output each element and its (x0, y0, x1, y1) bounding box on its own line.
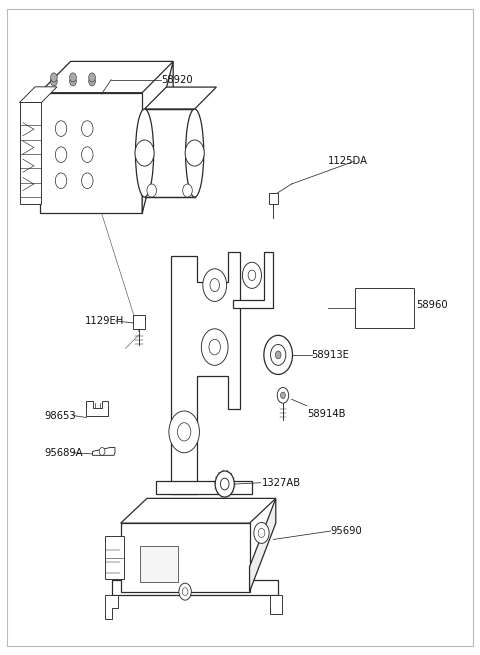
Circle shape (203, 269, 227, 301)
Text: 58920: 58920 (161, 75, 193, 84)
Text: 95689A: 95689A (44, 448, 83, 458)
Circle shape (82, 173, 93, 189)
Circle shape (185, 140, 204, 166)
Circle shape (135, 140, 154, 166)
Bar (133, 315, 144, 329)
Circle shape (182, 588, 188, 595)
Circle shape (276, 351, 281, 359)
Polygon shape (20, 87, 57, 102)
Circle shape (89, 73, 96, 82)
Circle shape (55, 147, 67, 162)
Polygon shape (270, 595, 282, 614)
Circle shape (147, 184, 156, 197)
Circle shape (254, 523, 269, 544)
Circle shape (209, 339, 220, 355)
Bar (20, 102, 41, 204)
Polygon shape (156, 481, 252, 494)
Circle shape (248, 270, 256, 280)
Circle shape (89, 77, 96, 86)
Polygon shape (142, 62, 173, 214)
Polygon shape (120, 498, 276, 523)
Polygon shape (233, 252, 274, 308)
Text: 1129EH: 1129EH (85, 316, 124, 326)
Circle shape (220, 478, 229, 490)
Text: 58960: 58960 (417, 300, 448, 310)
Polygon shape (112, 580, 278, 595)
Circle shape (169, 411, 199, 453)
Text: 1327AB: 1327AB (262, 477, 300, 488)
Polygon shape (250, 498, 276, 591)
Polygon shape (93, 447, 115, 455)
Ellipse shape (186, 109, 204, 197)
Circle shape (210, 278, 219, 291)
Circle shape (55, 121, 67, 136)
Circle shape (215, 471, 234, 497)
Bar (106, 536, 123, 578)
Circle shape (201, 329, 228, 365)
Circle shape (271, 345, 286, 365)
Circle shape (258, 529, 265, 538)
Circle shape (55, 173, 67, 189)
Polygon shape (39, 62, 173, 93)
Bar (355, 288, 414, 328)
Text: 58914B: 58914B (307, 409, 345, 419)
Circle shape (70, 77, 76, 86)
Bar (140, 546, 178, 582)
Circle shape (82, 121, 93, 136)
Circle shape (178, 422, 191, 441)
Circle shape (82, 147, 93, 162)
Polygon shape (171, 252, 240, 494)
Circle shape (50, 77, 57, 86)
Circle shape (277, 388, 288, 403)
Polygon shape (86, 402, 108, 415)
Ellipse shape (135, 109, 154, 197)
Circle shape (281, 392, 285, 399)
Circle shape (99, 447, 105, 455)
Circle shape (264, 335, 292, 375)
Polygon shape (106, 595, 118, 619)
Text: 58913E: 58913E (312, 350, 349, 360)
Circle shape (179, 583, 192, 600)
Text: 95690: 95690 (331, 526, 362, 536)
Text: 1125DA: 1125DA (328, 156, 368, 166)
Bar (39, 93, 142, 214)
Circle shape (242, 262, 262, 288)
Bar (120, 523, 250, 591)
Polygon shape (144, 87, 216, 109)
Circle shape (70, 73, 76, 82)
Bar (269, 193, 278, 204)
Circle shape (183, 184, 192, 197)
Circle shape (50, 73, 57, 82)
Bar (144, 109, 195, 197)
Text: 98653: 98653 (44, 411, 76, 421)
